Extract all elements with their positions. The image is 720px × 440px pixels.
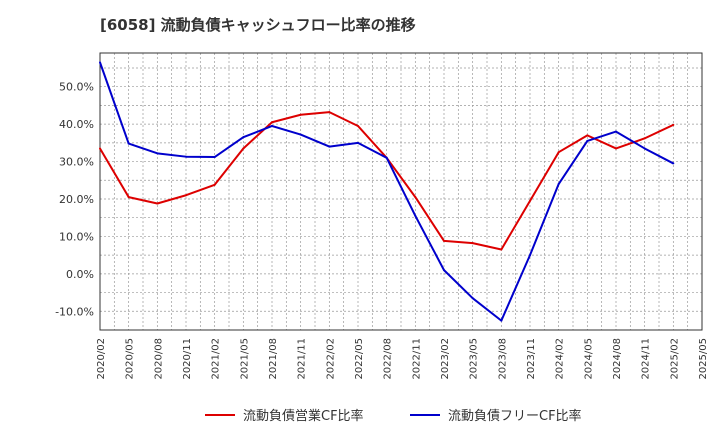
x-tick-label: 2021/05	[239, 338, 250, 380]
y-tick-label: 50.0%	[59, 81, 94, 94]
data-point	[185, 155, 187, 158]
x-tick-label: 2025/05	[698, 338, 709, 380]
x-tick-label: 2023/02	[440, 338, 451, 380]
data-point	[586, 134, 589, 137]
grid	[99, 53, 703, 331]
data-point	[99, 147, 101, 150]
data-point	[271, 124, 273, 127]
x-tick-label: 2022/05	[354, 338, 365, 380]
y-tick-label: 0.0%	[66, 268, 94, 281]
data-point	[213, 183, 216, 186]
x-tick-label: 2025/02	[669, 338, 680, 380]
legend-label: 流動負債フリーCF比率	[448, 408, 582, 424]
data-point	[357, 124, 359, 127]
data-point	[328, 145, 331, 148]
data-point	[615, 130, 617, 133]
data-point	[271, 121, 273, 124]
x-tick-label: 2022/11	[411, 338, 422, 380]
data-point	[672, 162, 675, 165]
x-tick-label: 2023/11	[526, 338, 537, 380]
data-point	[615, 147, 617, 150]
data-point	[500, 248, 503, 251]
y-tick-label: 20.0%	[59, 193, 94, 206]
x-tick-label: 2024/08	[612, 338, 623, 380]
data-point	[127, 196, 130, 199]
legend-label: 流動負債営業CF比率	[243, 408, 364, 424]
legend: 流動負債営業CF比率 流動負債フリーCF比率	[205, 408, 582, 424]
data-point	[643, 147, 646, 150]
x-tick-label: 2024/05	[583, 338, 594, 380]
x-tick-label: 2020/02	[96, 338, 107, 380]
x-tick-label: 2024/02	[555, 338, 566, 380]
data-point	[213, 156, 216, 159]
data-point	[385, 156, 388, 159]
y-tick-label: -10.0%	[55, 305, 94, 318]
data-point	[156, 152, 159, 155]
data-point	[443, 239, 445, 242]
x-tick-label: 2021/02	[211, 338, 222, 380]
x-tick-label: 2022/08	[383, 338, 394, 380]
data-point	[414, 196, 417, 199]
y-tick-label: 10.0%	[59, 230, 94, 243]
y-tick-label: 40.0%	[59, 118, 94, 131]
data-point	[529, 199, 531, 202]
series-layer	[99, 61, 675, 322]
data-point	[471, 297, 474, 300]
data-point	[328, 111, 331, 114]
x-tick-label: 2021/08	[268, 338, 279, 380]
data-point	[242, 136, 245, 139]
data-point	[471, 242, 474, 245]
x-tick-label: 2020/11	[182, 338, 193, 380]
data-point	[242, 147, 245, 150]
x-tick-label: 2024/11	[641, 338, 652, 380]
data-point	[672, 123, 675, 126]
data-point	[299, 113, 302, 116]
x-tick-label: 2023/08	[497, 338, 508, 380]
x-tick-label: 2021/11	[297, 338, 308, 380]
chart-title: [6058] 流動負債キャッシュフロー比率の推移	[100, 16, 416, 34]
plot-frame	[99, 52, 703, 331]
data-point	[643, 137, 646, 140]
data-point	[557, 183, 560, 186]
data-point	[185, 194, 187, 197]
x-tick-label: 2020/08	[153, 338, 164, 380]
data-point	[414, 214, 417, 217]
data-point	[127, 142, 130, 145]
data-point	[529, 254, 531, 257]
plot-border	[99, 52, 703, 331]
x-tick-label: 2020/05	[125, 338, 136, 380]
y-tick-label: 30.0%	[59, 156, 94, 169]
data-point	[557, 151, 560, 154]
series-line	[99, 111, 674, 251]
data-point	[586, 139, 589, 142]
y-axis-ticks: -10.0% 0.0% 10.0% 20.0% 30.0% 40.0% 50.0%	[55, 81, 94, 319]
data-point	[500, 319, 503, 322]
data-point	[156, 202, 159, 205]
data-point	[99, 61, 101, 64]
data-point	[357, 141, 359, 144]
x-axis-ticks: 2020/02 2020/05 2020/08 2020/11 2021/02 2021/…	[96, 338, 709, 380]
x-tick-label: 2022/02	[325, 338, 336, 380]
data-point	[299, 133, 302, 136]
series-2	[99, 61, 675, 322]
x-tick-label: 2023/05	[469, 338, 480, 380]
data-point	[443, 269, 445, 272]
